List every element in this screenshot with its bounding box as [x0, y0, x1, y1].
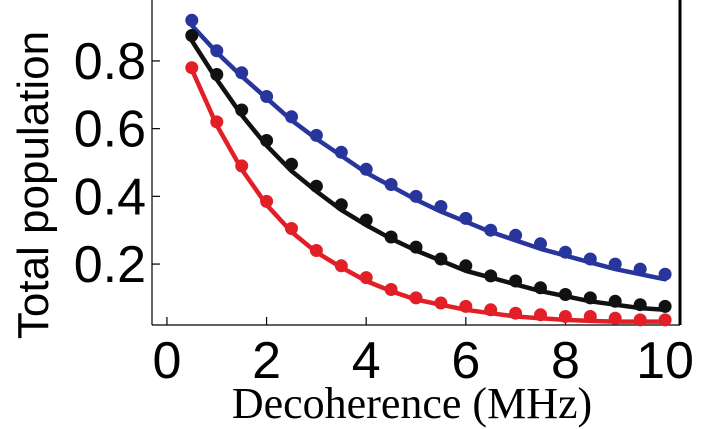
- data-point-series-2: [409, 240, 423, 254]
- data-point-series-1: [633, 262, 647, 276]
- data-point-series-2: [608, 294, 622, 308]
- x-tick-label: 6: [451, 332, 480, 390]
- data-point-series-1: [334, 145, 348, 159]
- data-point-series-2: [235, 103, 249, 117]
- data-point-series-2: [459, 259, 473, 273]
- data-point-series-2: [633, 298, 647, 312]
- data-point-series-3: [484, 303, 498, 317]
- data-point-series-2: [509, 274, 523, 288]
- data-point-series-1: [409, 189, 423, 203]
- y-axis-label: Total population: [9, 31, 58, 339]
- x-tick-label: 4: [352, 332, 381, 390]
- y-tick-label: 0.8: [74, 33, 146, 91]
- data-point-series-3: [185, 61, 199, 75]
- x-tick-label: 0: [152, 332, 181, 390]
- data-point-series-1: [484, 223, 498, 237]
- data-point-series-3: [334, 259, 348, 273]
- fit-curve-3: [189, 67, 668, 324]
- data-point-series-1: [434, 200, 448, 213]
- y-tick-label: 0.2: [74, 236, 146, 294]
- data-point-series-3: [409, 291, 423, 305]
- data-point-series-3: [558, 310, 572, 323]
- data-point-series-3: [235, 159, 249, 173]
- data-point-series-2: [534, 281, 547, 295]
- data-point-series-2: [484, 269, 498, 283]
- data-point-series-1: [384, 178, 398, 191]
- data-point-series-1: [459, 211, 473, 225]
- data-point-series-1: [185, 13, 199, 27]
- data-point-series-2: [434, 252, 448, 266]
- x-axis-label: Decoherence (MHz): [232, 379, 592, 428]
- data-point-series-3: [285, 222, 298, 235]
- data-point-series-3: [608, 311, 622, 325]
- x-tick-label: 10: [636, 332, 694, 390]
- data-point-series-1: [285, 110, 298, 124]
- data-point-series-3: [583, 310, 597, 323]
- data-point-series-3: [260, 194, 274, 208]
- data-point-series-2: [285, 157, 298, 171]
- x-axis-ticks: 0 2 4 6 8 10: [152, 317, 694, 390]
- data-point-series-1: [583, 252, 597, 266]
- data-point-series-3: [658, 313, 672, 327]
- fit-curves: [189, 23, 668, 324]
- x-tick-label: 8: [551, 332, 580, 390]
- plot-frame: [151, 0, 682, 326]
- data-point-series-1: [534, 237, 547, 251]
- data-point-series-2: [260, 134, 274, 147]
- data-point-series-2: [359, 213, 373, 227]
- data-point-series-2: [309, 179, 323, 193]
- data-point-series-1: [235, 66, 249, 80]
- data-point-series-1: [210, 44, 224, 58]
- data-point-series-3: [210, 115, 224, 129]
- fit-curve-2: [189, 38, 668, 313]
- y-tick-label: 0.6: [74, 101, 146, 159]
- data-point-series-1: [260, 90, 274, 103]
- data-markers: [185, 13, 672, 327]
- data-point-series-2: [658, 299, 672, 313]
- data-point-series-3: [309, 244, 323, 257]
- data-point-series-1: [509, 228, 523, 242]
- data-point-series-2: [583, 291, 597, 305]
- data-point-series-2: [384, 230, 398, 244]
- data-point-series-3: [633, 313, 647, 327]
- y-tick-label: 0.4: [74, 168, 146, 226]
- data-point-series-1: [658, 267, 672, 281]
- data-point-series-2: [558, 288, 572, 301]
- data-point-series-3: [384, 283, 398, 296]
- x-tick-label: 2: [252, 332, 281, 390]
- fit-curve-1: [189, 23, 668, 282]
- data-point-series-1: [558, 245, 572, 259]
- data-point-series-2: [334, 198, 348, 212]
- data-point-series-1: [309, 128, 323, 142]
- data-point-series-3: [359, 271, 373, 285]
- data-point-series-1: [359, 162, 373, 176]
- data-point-series-3: [459, 299, 473, 313]
- data-point-series-3: [534, 308, 547, 322]
- data-point-series-3: [434, 296, 448, 310]
- y-axis-ticks: 0.2 0.4 0.6 0.8: [74, 33, 160, 294]
- data-point-series-2: [210, 68, 224, 81]
- data-point-series-3: [509, 306, 523, 320]
- data-point-series-2: [185, 29, 199, 42]
- data-point-series-1: [608, 257, 622, 271]
